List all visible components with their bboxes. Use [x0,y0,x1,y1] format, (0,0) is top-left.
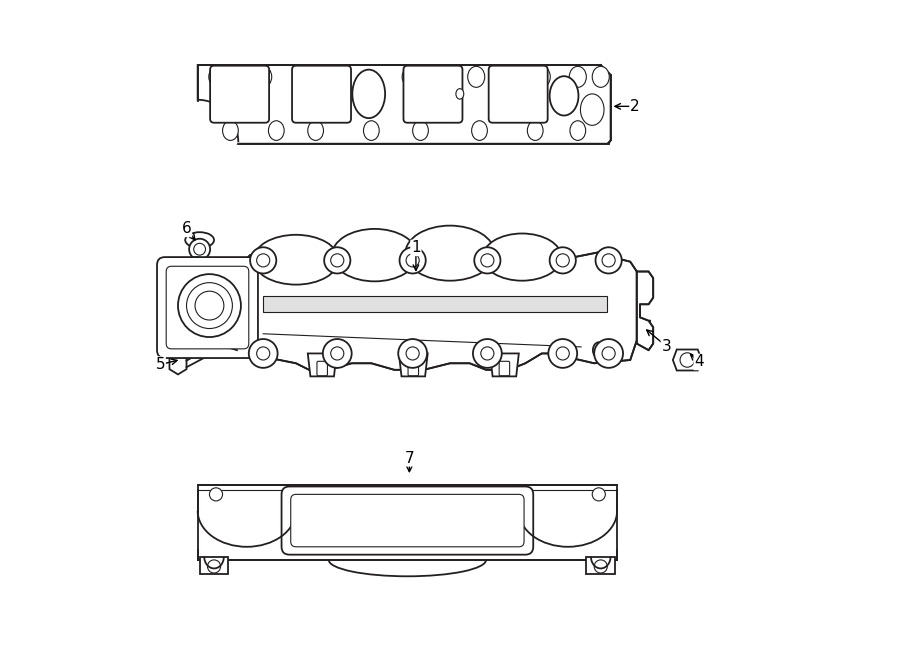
Ellipse shape [406,254,419,267]
Polygon shape [490,354,518,376]
Ellipse shape [472,339,502,368]
Ellipse shape [482,233,562,281]
Ellipse shape [254,235,338,285]
Ellipse shape [412,121,428,140]
FancyBboxPatch shape [210,65,269,123]
Ellipse shape [189,239,210,260]
Ellipse shape [533,66,550,87]
Ellipse shape [216,342,224,352]
Ellipse shape [550,76,579,116]
Polygon shape [169,354,186,374]
Ellipse shape [602,347,616,360]
Ellipse shape [222,121,239,140]
Ellipse shape [398,339,428,368]
Polygon shape [198,65,610,143]
Ellipse shape [256,347,270,360]
Ellipse shape [324,247,350,274]
Ellipse shape [474,247,500,274]
Ellipse shape [481,254,494,267]
FancyBboxPatch shape [500,362,509,375]
FancyBboxPatch shape [291,494,524,547]
Ellipse shape [402,66,419,87]
Polygon shape [308,354,337,376]
Ellipse shape [255,66,272,87]
Text: 4: 4 [694,354,704,369]
Ellipse shape [268,121,284,140]
Ellipse shape [209,66,226,87]
Ellipse shape [602,254,616,267]
FancyBboxPatch shape [408,362,418,375]
FancyBboxPatch shape [403,65,463,123]
Polygon shape [637,272,653,350]
Ellipse shape [250,247,276,274]
FancyBboxPatch shape [292,65,351,123]
Polygon shape [399,354,427,376]
Ellipse shape [248,339,277,368]
Ellipse shape [352,69,385,118]
Ellipse shape [580,94,604,126]
Ellipse shape [323,339,352,368]
Ellipse shape [210,488,222,501]
Ellipse shape [332,229,418,282]
Polygon shape [673,350,702,370]
Ellipse shape [556,347,570,360]
Ellipse shape [548,339,577,368]
Ellipse shape [194,243,205,255]
Ellipse shape [185,232,214,248]
Text: 5: 5 [156,357,165,372]
Polygon shape [198,485,617,560]
Ellipse shape [550,247,576,274]
Ellipse shape [594,560,608,573]
Ellipse shape [308,121,323,140]
Text: 2: 2 [630,99,640,114]
Ellipse shape [456,89,464,99]
Ellipse shape [481,347,494,360]
FancyBboxPatch shape [317,362,328,375]
FancyBboxPatch shape [282,486,533,555]
Ellipse shape [680,353,695,368]
Polygon shape [263,295,608,312]
FancyBboxPatch shape [157,257,258,358]
Ellipse shape [178,274,241,337]
Ellipse shape [596,247,622,274]
Ellipse shape [208,560,220,573]
Ellipse shape [593,342,605,358]
Ellipse shape [570,121,586,140]
Polygon shape [198,100,238,143]
Text: 3: 3 [662,338,671,354]
Ellipse shape [592,66,609,87]
Ellipse shape [330,254,344,267]
Ellipse shape [556,254,570,267]
FancyBboxPatch shape [166,266,248,349]
Ellipse shape [468,66,485,87]
Ellipse shape [405,225,495,281]
Ellipse shape [330,347,344,360]
Ellipse shape [406,347,419,360]
Ellipse shape [256,254,270,267]
Ellipse shape [195,292,224,320]
Ellipse shape [188,257,204,268]
Text: 7: 7 [404,451,414,466]
FancyBboxPatch shape [489,65,548,123]
Polygon shape [586,557,616,574]
Ellipse shape [327,66,344,87]
Polygon shape [237,247,637,369]
Ellipse shape [400,247,426,274]
Ellipse shape [594,339,623,368]
Text: 1: 1 [411,241,420,255]
Ellipse shape [186,283,232,329]
Ellipse shape [527,121,543,140]
Text: 6: 6 [182,221,192,237]
Ellipse shape [364,121,379,140]
Ellipse shape [570,66,586,87]
Ellipse shape [472,121,488,140]
Ellipse shape [592,488,606,501]
Polygon shape [200,557,229,574]
